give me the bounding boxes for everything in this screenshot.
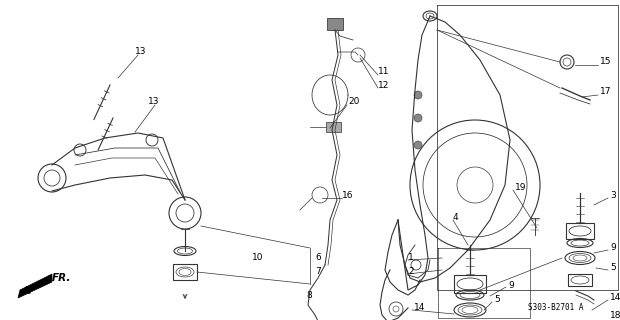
Bar (173, 264, 197, 280)
Text: 4: 4 (453, 213, 459, 222)
Text: 5: 5 (494, 295, 500, 305)
Bar (326, 122, 341, 132)
Text: 14: 14 (414, 303, 425, 313)
Text: 3: 3 (610, 190, 616, 199)
Text: 10: 10 (252, 253, 264, 262)
Text: 17: 17 (600, 87, 611, 97)
Circle shape (414, 141, 422, 149)
Text: 16: 16 (342, 190, 353, 199)
Text: 11: 11 (378, 68, 389, 76)
Text: 20: 20 (348, 98, 360, 107)
Circle shape (414, 114, 422, 122)
Text: 1: 1 (408, 253, 414, 262)
Bar (454, 275, 486, 293)
Text: 13: 13 (135, 47, 146, 57)
Text: FR.: FR. (52, 273, 71, 283)
Text: 8: 8 (306, 291, 312, 300)
Polygon shape (18, 274, 52, 298)
Bar (566, 223, 594, 239)
Text: 9: 9 (610, 244, 616, 252)
Text: 13: 13 (148, 98, 159, 107)
Bar (568, 274, 592, 286)
Circle shape (414, 91, 422, 99)
Text: 6: 6 (315, 253, 321, 262)
Text: 9: 9 (508, 281, 514, 290)
Text: 14: 14 (610, 293, 620, 302)
Text: 15: 15 (600, 58, 611, 67)
Bar (327, 18, 343, 30)
Text: 7: 7 (315, 268, 321, 276)
Text: 19: 19 (515, 183, 526, 193)
Text: 12: 12 (378, 82, 389, 91)
Text: 2: 2 (408, 268, 414, 276)
Text: 18: 18 (610, 310, 620, 319)
Text: S303-B2701 A: S303-B2701 A (528, 302, 583, 311)
Text: 5: 5 (610, 263, 616, 273)
